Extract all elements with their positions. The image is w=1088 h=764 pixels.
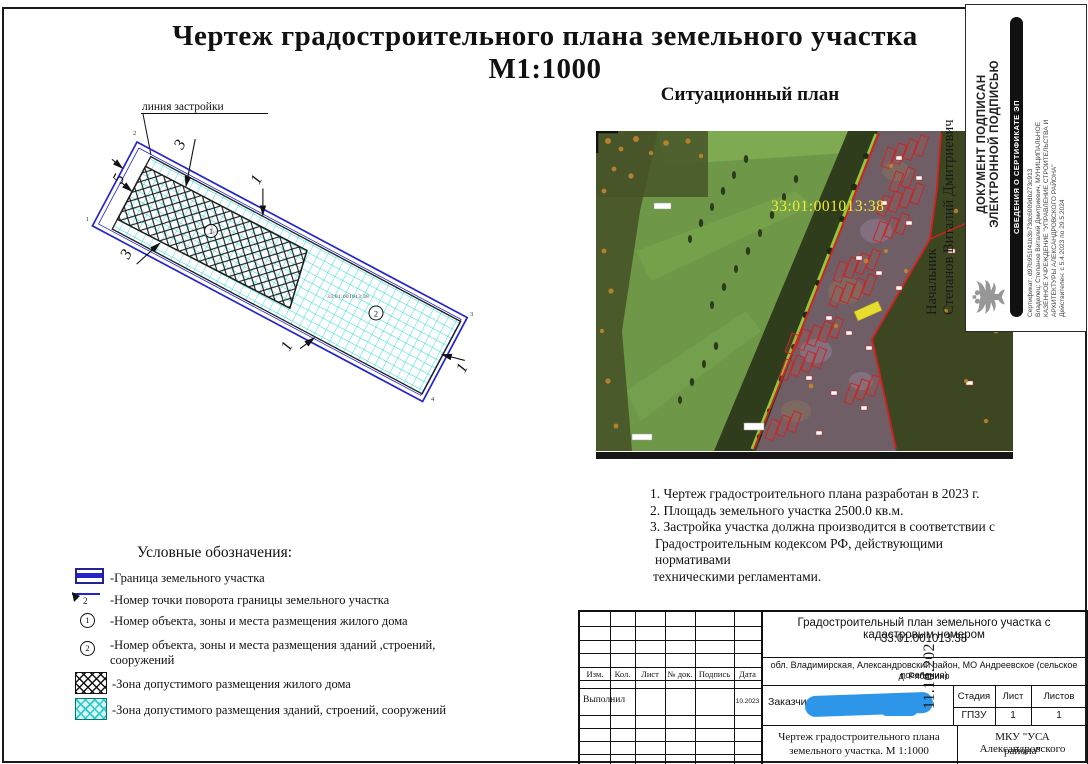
page-title: Чертеж градостроительного плана земельно… bbox=[172, 20, 918, 85]
drawing-title-line1: Чертеж градостроительного плана bbox=[778, 731, 940, 743]
certificate-info-bar: СВЕДЕНИЯ О СЕРТИФИКАТЕ ЭП bbox=[1010, 17, 1023, 317]
col-data: Дата bbox=[739, 669, 756, 679]
map-woods-left bbox=[596, 131, 658, 451]
certificate-owner: АРХИТЕКТУРЫ АЛЕКСАНДРОВСКОГО РАЙОНА" bbox=[1051, 164, 1058, 317]
sheets-label: Листов bbox=[1043, 691, 1075, 702]
situational-map: 33:01:001013:38 bbox=[596, 131, 1013, 459]
col-izm: Изм. bbox=[586, 669, 604, 679]
parcel-cadastral-number: 33:01:001013:38 bbox=[327, 294, 369, 300]
situational-plan-heading: Ситуационный план bbox=[660, 84, 840, 105]
legend-item-label: -Номер объекта, зоны и места размещения … bbox=[110, 614, 408, 628]
legend-boundary-symbol bbox=[75, 568, 104, 584]
note-line: 1. Чертеж градостроительного плана разра… bbox=[650, 486, 980, 501]
stage-label: Стадия bbox=[957, 691, 991, 702]
drawing-title-line2: земельного участка. М 1:1000 bbox=[789, 745, 929, 757]
certificate-number: Сертификат: d97b951f41b3b73dc6009db273c9… bbox=[1027, 168, 1034, 317]
corner-point-label: 2 bbox=[133, 130, 136, 137]
map-quarter-chips bbox=[631, 202, 765, 441]
legend-item-label: -Номер точки поворота границы земельного… bbox=[110, 593, 390, 607]
map-corner-mark bbox=[596, 131, 618, 153]
title-block: Изм. Кол. Лист № док. Подпись Дата Выпол… bbox=[578, 610, 1088, 764]
corner-point-label: 4 bbox=[431, 396, 435, 403]
col-doc: № док. bbox=[667, 669, 693, 679]
signature-stamp-content: ДОКУМЕНТ ПОДПИСАН ЭЛЕКТРОННОЙ ПОДПИСЬЮ С… bbox=[969, 9, 1081, 325]
legend-buildings-zone-symbol bbox=[75, 698, 107, 720]
certificate-owner: КАЗЕННОЕ УЧРЕЖДЕНИЕ "УПРАВЛЕНИЕ СТРОИТЕЛ… bbox=[1043, 119, 1050, 317]
note-line: 3. Застройка участка должна производится… bbox=[650, 519, 996, 534]
executed-by-label: Выполнил bbox=[583, 695, 626, 705]
legend-turn-point-symbol: 2 bbox=[72, 592, 100, 606]
doc-title-line2: 33:01:001013:38 bbox=[880, 633, 968, 645]
legend-item-label: -Зона допустимого размещения зданий, стр… bbox=[112, 703, 447, 717]
map-subject-parcel bbox=[853, 300, 883, 322]
map-autumn-trees bbox=[599, 136, 1009, 429]
dimension-lines bbox=[111, 138, 465, 362]
doc-title-line1: Градостроительный план земельного участк… bbox=[797, 617, 1051, 641]
building-line-leader bbox=[141, 113, 268, 156]
stage-value: ГПЗУ bbox=[961, 710, 987, 721]
sheet-label: Лист bbox=[1002, 691, 1024, 702]
executed-date: 10.2023 bbox=[735, 698, 760, 705]
object-number-house: 1 bbox=[204, 224, 218, 238]
map-bottom-edge bbox=[596, 452, 1013, 459]
stamp-title-line2: ЭЛЕКТРОННОЙ ПОДПИСЬЮ bbox=[989, 60, 1001, 228]
dimension-label-3-top: 3 bbox=[170, 137, 189, 153]
legend-item-label: -Номер объекта, зоны и места размещения … bbox=[110, 638, 436, 667]
signature-stamp bbox=[965, 4, 1087, 332]
map-parcel-number-chips bbox=[805, 155, 1002, 436]
building-line-label: линия застройки bbox=[142, 101, 224, 113]
site-plan-drawing: линия застройки 5 3 3 1 bbox=[86, 101, 473, 403]
map-parcels bbox=[764, 134, 930, 442]
sheets-value: 1 bbox=[1056, 710, 1062, 721]
svg-text:2: 2 bbox=[374, 309, 378, 319]
note-line: 2. Площадь земельного участка 2500.0 кв.… bbox=[650, 502, 904, 518]
sheet-value: 1 bbox=[1010, 710, 1016, 721]
col-list: Лист bbox=[641, 669, 659, 679]
legend-object1-symbol: 1 bbox=[80, 613, 95, 628]
customer-label: Заказчик: bbox=[768, 696, 815, 708]
page-frame bbox=[2, 7, 1087, 763]
parcel-plot: 5 3 3 1 1 1 bbox=[91, 137, 472, 403]
col-kol: Кол. bbox=[614, 669, 631, 679]
svg-text:2: 2 bbox=[83, 596, 88, 606]
dimension-label-1-top: 1 bbox=[247, 172, 266, 187]
svg-text:1: 1 bbox=[209, 227, 213, 236]
signer-name: Начальник Степанов Виталий Дмитриевич bbox=[924, 119, 957, 315]
legend-house-zone-symbol bbox=[75, 672, 107, 694]
dimension-label-1-bottom: 1 bbox=[278, 339, 297, 354]
col-podpis: Подпись bbox=[698, 669, 731, 679]
legend-heading: Условные обозначения: bbox=[137, 544, 293, 561]
customer-redaction bbox=[881, 706, 917, 716]
customer-cell bbox=[761, 685, 953, 725]
notes: 1. Чертеж градостроительного плана разра… bbox=[650, 486, 1010, 585]
map-cadastral-label: 33:01:001013:38 bbox=[771, 198, 884, 215]
russia-emblem-icon bbox=[972, 280, 1005, 314]
dimension-label-3-bottom: 3 bbox=[117, 247, 136, 263]
legend-object2-symbol: 2 bbox=[80, 641, 95, 656]
map-tree-shadows bbox=[678, 155, 799, 404]
certificate-validity: Действителен: с 5.4.2023 по 29.5.2024 bbox=[1059, 199, 1066, 317]
corner-point-label: 1 bbox=[86, 216, 89, 223]
map-treeline bbox=[714, 131, 880, 451]
note-line: Градостроительным кодексом РФ, действующ… bbox=[655, 535, 943, 568]
dimension-label-1-right: 1 bbox=[453, 361, 472, 376]
address-line2: д. Рябинино bbox=[898, 671, 950, 681]
legend-item-label: -Граница земельного участка bbox=[110, 571, 265, 585]
organization-line1: МКУ "УСА Александровского bbox=[979, 731, 1066, 755]
certificate-owner: Владелец: Степанов Виталий Дмитриевич, М… bbox=[1035, 121, 1042, 317]
corner-point-label: 3 bbox=[470, 311, 473, 318]
legend-item-label: -Зона допустимого размещения жилого дома bbox=[112, 677, 351, 691]
object-number-buildings: 2 bbox=[368, 305, 384, 321]
approval-date: 11.10.202 bbox=[921, 643, 938, 709]
note-line: техническими регламентами. bbox=[653, 568, 822, 584]
organization-line2: района" bbox=[1003, 745, 1042, 757]
address-line1: обл. Владимирская, Александровский район… bbox=[770, 660, 1078, 680]
stamp-title-line1: ДОКУМЕНТ ПОДПИСАН bbox=[975, 74, 988, 214]
